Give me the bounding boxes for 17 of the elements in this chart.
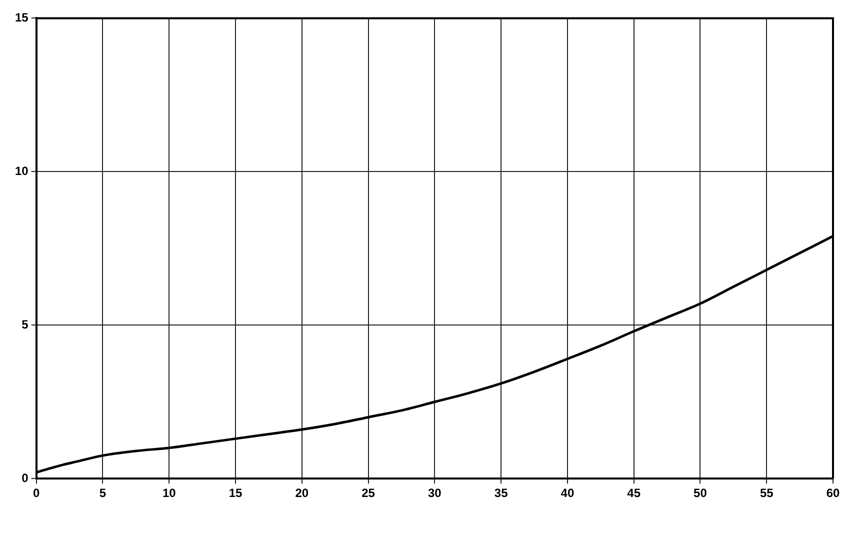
x-tick-label: 15 [228,486,243,500]
y-tick-label: 15 [14,10,29,25]
x-tick-label: 55 [760,486,774,500]
x-tick-label: 40 [560,486,574,500]
x-tick-label: 35 [494,486,508,500]
x-tick-label: 45 [627,486,641,500]
x-tick-label: 30 [428,486,442,500]
x-tick-label: 25 [362,486,376,500]
x-tick-label: 10 [162,486,176,500]
y-tick-label: 10 [14,164,29,178]
x-tick-label: 60 [826,486,840,500]
y-tick-label: 5 [22,317,29,332]
x-tick-label: 5 [99,486,106,500]
x-tick-label: 0 [33,486,40,500]
x-tick-label: 50 [694,486,708,500]
y-tick-label: 0 [22,470,29,485]
x-tick-label: 20 [295,486,309,500]
